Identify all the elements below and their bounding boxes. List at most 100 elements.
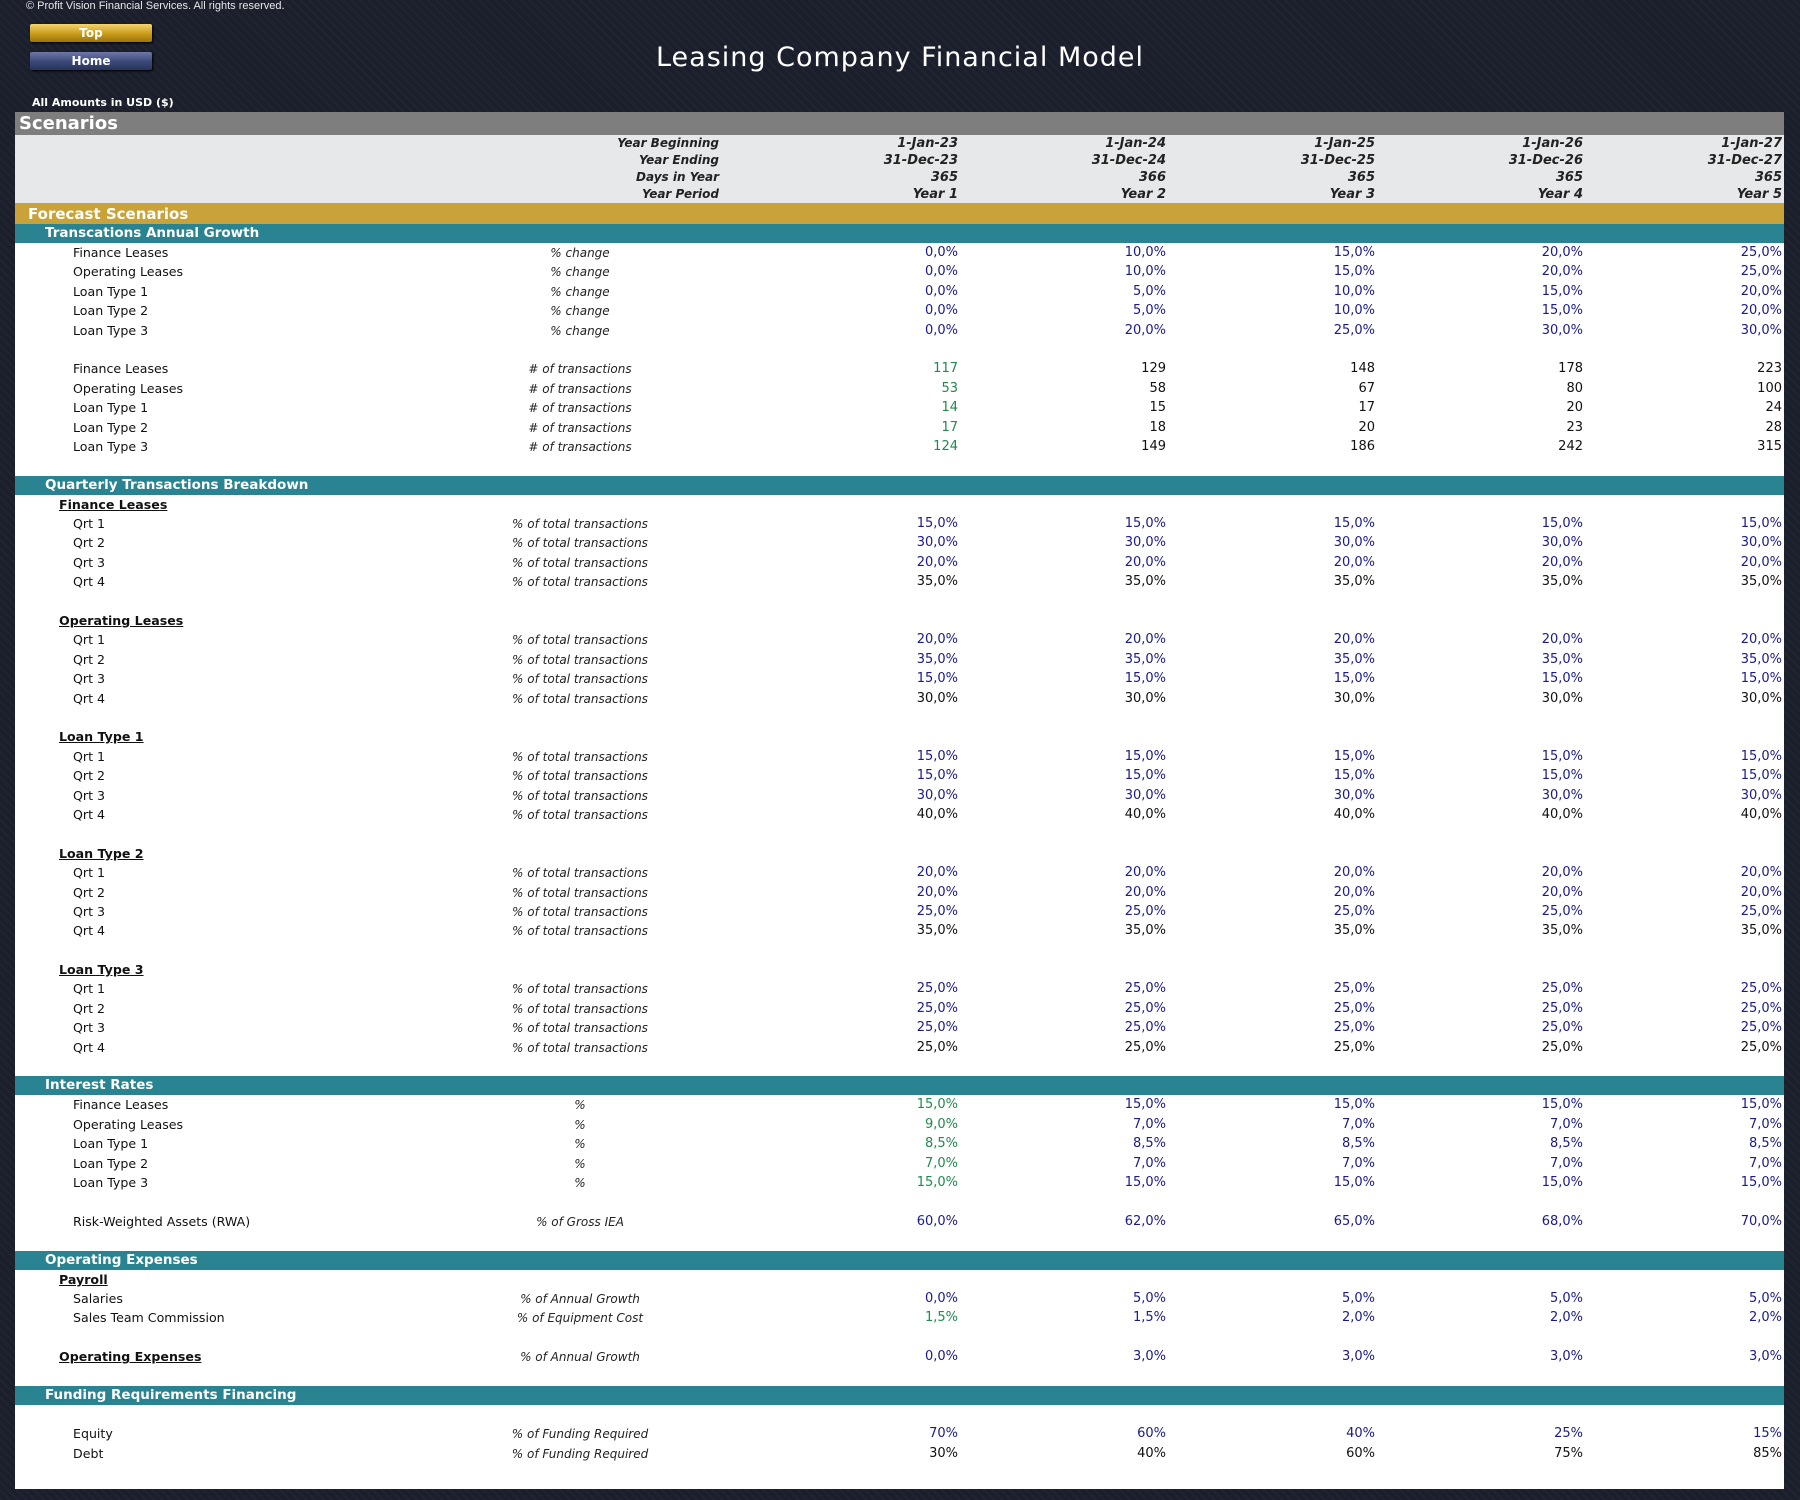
- value-cell[interactable]: 5,0%: [1549, 1290, 1583, 1306]
- value-cell[interactable]: 20,0%: [916, 865, 958, 881]
- value-cell[interactable]: 20,0%: [1124, 322, 1166, 338]
- value-cell[interactable]: 20,0%: [1541, 264, 1583, 280]
- value-cell[interactable]: 0,0%: [924, 303, 958, 319]
- value-cell[interactable]: 15,0%: [916, 671, 958, 687]
- value-cell[interactable]: 15,0%: [916, 1097, 958, 1113]
- value-cell[interactable]: 30,0%: [1541, 535, 1583, 551]
- value-cell[interactable]: 25,0%: [1124, 903, 1166, 919]
- value-cell[interactable]: 25,0%: [916, 1020, 958, 1036]
- value-cell[interactable]: 25,0%: [1333, 981, 1375, 997]
- value-cell[interactable]: 40%: [1346, 1426, 1375, 1442]
- value-cell[interactable]: 25,0%: [916, 1000, 958, 1016]
- value-cell[interactable]: 10,0%: [1124, 245, 1166, 260]
- value-cell[interactable]: 25%: [1554, 1426, 1583, 1442]
- value-cell[interactable]: 15,0%: [916, 768, 958, 784]
- value-cell[interactable]: 10,0%: [1333, 303, 1375, 319]
- value-cell[interactable]: 7,0%: [1341, 1155, 1375, 1171]
- value-cell[interactable]: 0,0%: [924, 283, 958, 299]
- value-cell[interactable]: 7,0%: [1132, 1155, 1166, 1171]
- value-cell[interactable]: 0,0%: [924, 1290, 958, 1306]
- value-cell[interactable]: 20,0%: [1740, 865, 1782, 881]
- value-cell[interactable]: 62,0%: [1124, 1213, 1166, 1229]
- value-cell[interactable]: 30,0%: [1541, 322, 1583, 338]
- value-cell[interactable]: 15,0%: [1333, 245, 1375, 260]
- value-cell[interactable]: 15,0%: [1124, 748, 1166, 764]
- value-cell[interactable]: 30,0%: [1124, 535, 1166, 551]
- value-cell[interactable]: 15,0%: [1333, 1097, 1375, 1113]
- value-cell[interactable]: 3,0%: [1549, 1349, 1583, 1365]
- value-cell[interactable]: 15,0%: [1124, 516, 1166, 532]
- value-cell[interactable]: 15,0%: [1541, 671, 1583, 687]
- value-cell[interactable]: 14: [941, 400, 958, 416]
- value-cell[interactable]: 20,0%: [1541, 554, 1583, 570]
- value-cell[interactable]: 60%: [1137, 1426, 1166, 1442]
- value-cell[interactable]: 15,0%: [1541, 1097, 1583, 1113]
- value-cell[interactable]: 25,0%: [1740, 264, 1782, 280]
- value-cell[interactable]: 5,0%: [1132, 1290, 1166, 1306]
- value-cell[interactable]: 15,0%: [1124, 1174, 1166, 1190]
- value-cell[interactable]: 35,0%: [916, 651, 958, 667]
- value-cell[interactable]: 30,0%: [1740, 535, 1782, 551]
- value-cell[interactable]: 70,0%: [1740, 1213, 1782, 1229]
- value-cell[interactable]: 25,0%: [1740, 903, 1782, 919]
- value-cell[interactable]: 8,5%: [1132, 1136, 1166, 1152]
- value-cell[interactable]: 15,0%: [1541, 1174, 1583, 1190]
- value-cell[interactable]: 3,0%: [1341, 1349, 1375, 1365]
- value-cell[interactable]: 30,0%: [1541, 787, 1583, 803]
- value-cell[interactable]: 35,0%: [1740, 651, 1782, 667]
- value-cell[interactable]: 25,0%: [1333, 1020, 1375, 1036]
- value-cell[interactable]: 7,0%: [1549, 1155, 1583, 1171]
- value-cell[interactable]: 20,0%: [1541, 884, 1583, 900]
- value-cell[interactable]: 35,0%: [1124, 651, 1166, 667]
- value-cell[interactable]: 70%: [929, 1426, 958, 1442]
- value-cell[interactable]: 7,0%: [1341, 1116, 1375, 1132]
- value-cell[interactable]: 20,0%: [1541, 245, 1583, 260]
- value-cell[interactable]: 10,0%: [1333, 283, 1375, 299]
- value-cell[interactable]: 15,0%: [1333, 1174, 1375, 1190]
- value-cell[interactable]: 17: [941, 419, 958, 435]
- value-cell[interactable]: 25,0%: [1333, 903, 1375, 919]
- value-cell[interactable]: 25,0%: [1740, 1020, 1782, 1036]
- value-cell[interactable]: 30,0%: [1124, 787, 1166, 803]
- value-cell[interactable]: 25,0%: [916, 981, 958, 997]
- value-cell[interactable]: 15,0%: [916, 1174, 958, 1190]
- value-cell[interactable]: 3,0%: [1132, 1349, 1166, 1365]
- value-cell[interactable]: 20,0%: [1124, 554, 1166, 570]
- value-cell[interactable]: 8,5%: [1549, 1136, 1583, 1152]
- value-cell[interactable]: 15,0%: [1333, 516, 1375, 532]
- value-cell[interactable]: 15,0%: [1740, 1174, 1782, 1190]
- value-cell[interactable]: 0,0%: [924, 245, 958, 260]
- value-cell[interactable]: 35,0%: [1541, 651, 1583, 667]
- value-cell[interactable]: 25,0%: [1740, 981, 1782, 997]
- value-cell[interactable]: 2,0%: [1341, 1310, 1375, 1326]
- value-cell[interactable]: 30,0%: [916, 787, 958, 803]
- value-cell[interactable]: 25,0%: [1333, 322, 1375, 338]
- value-cell[interactable]: 30,0%: [1740, 322, 1782, 338]
- value-cell[interactable]: 7,0%: [1748, 1155, 1782, 1171]
- value-cell[interactable]: 25,0%: [1740, 245, 1782, 260]
- value-cell[interactable]: 15,0%: [1541, 283, 1583, 299]
- value-cell[interactable]: 15,0%: [1333, 748, 1375, 764]
- value-cell[interactable]: 65,0%: [1333, 1213, 1375, 1229]
- value-cell[interactable]: 15,0%: [1541, 303, 1583, 319]
- value-cell[interactable]: 30,0%: [1333, 535, 1375, 551]
- value-cell[interactable]: 117: [933, 361, 958, 377]
- value-cell[interactable]: 15,0%: [1541, 768, 1583, 784]
- home-button[interactable]: Home: [30, 52, 152, 70]
- value-cell[interactable]: 2,0%: [1748, 1310, 1782, 1326]
- value-cell[interactable]: 20,0%: [1740, 884, 1782, 900]
- value-cell[interactable]: 5,0%: [1341, 1290, 1375, 1306]
- value-cell[interactable]: 15,0%: [1541, 516, 1583, 532]
- value-cell[interactable]: 15,0%: [1740, 768, 1782, 784]
- value-cell[interactable]: 25,0%: [1740, 1000, 1782, 1016]
- value-cell[interactable]: 20,0%: [916, 884, 958, 900]
- value-cell[interactable]: 7,0%: [1748, 1116, 1782, 1132]
- value-cell[interactable]: 5,0%: [1132, 303, 1166, 319]
- value-cell[interactable]: 15,0%: [1740, 1097, 1782, 1113]
- value-cell[interactable]: 20,0%: [916, 554, 958, 570]
- value-cell[interactable]: 20,0%: [1124, 632, 1166, 648]
- value-cell[interactable]: 30,0%: [1333, 787, 1375, 803]
- top-button[interactable]: Top: [30, 24, 152, 42]
- value-cell[interactable]: 25,0%: [1124, 1000, 1166, 1016]
- value-cell[interactable]: 20,0%: [1124, 884, 1166, 900]
